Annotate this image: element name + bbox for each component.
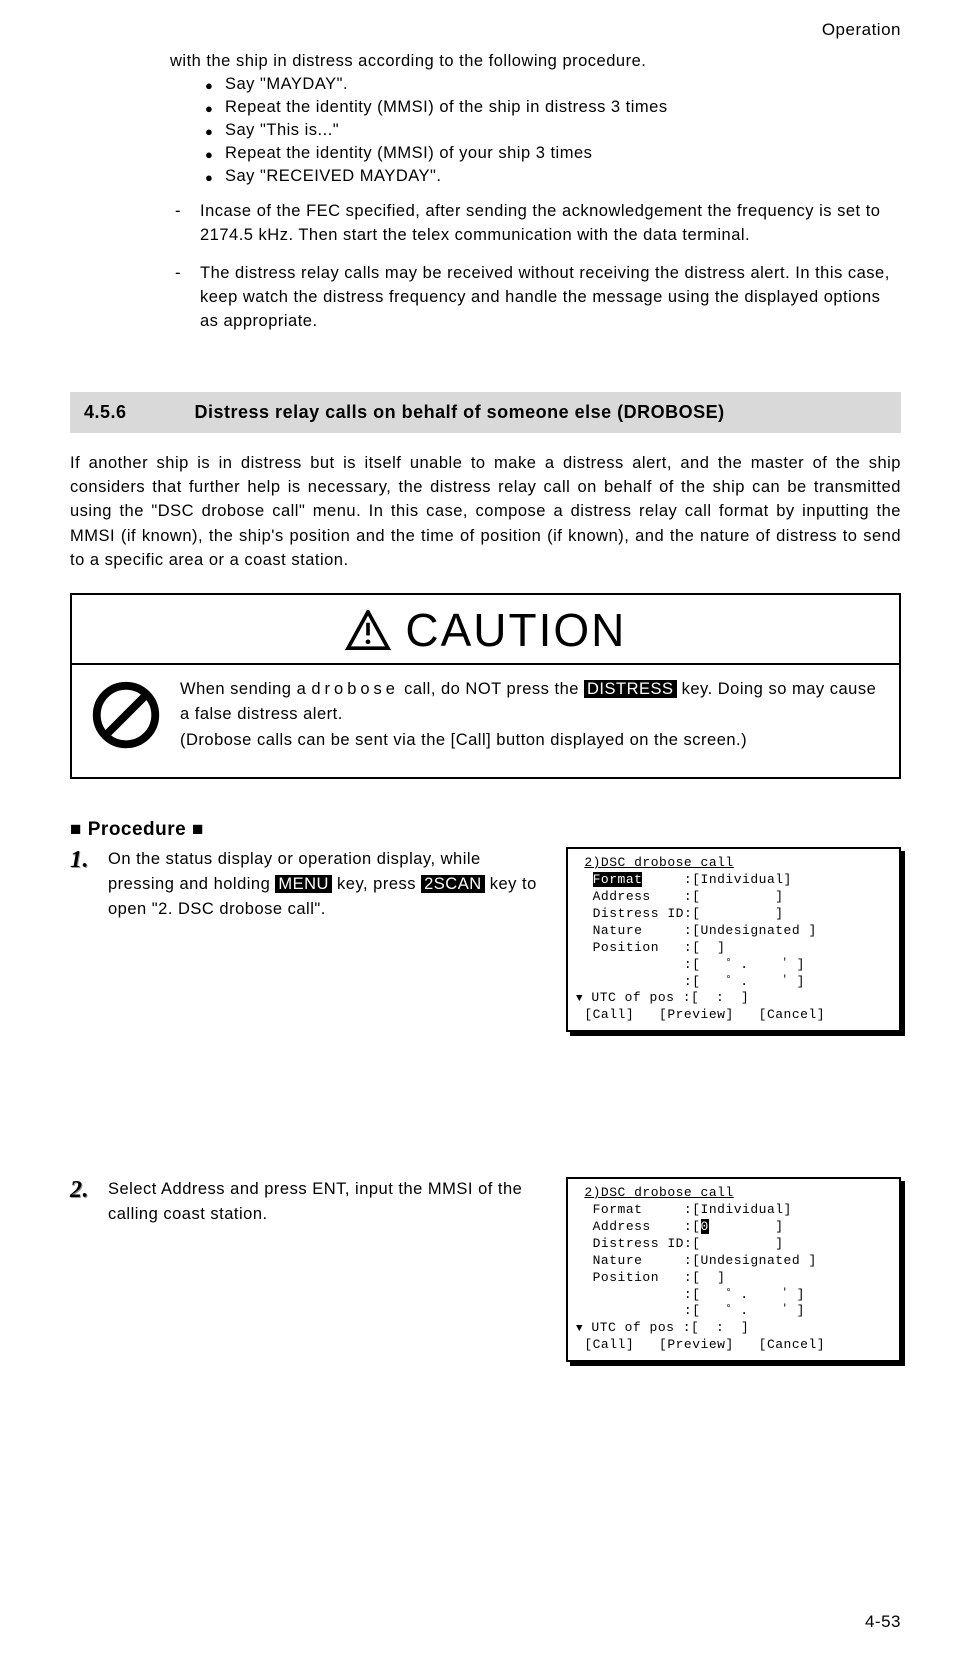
page-header-section: Operation (70, 20, 901, 40)
warning-triangle-icon (345, 604, 406, 656)
page-footer: 4-53 (70, 1612, 901, 1632)
dash-item: The distress relay calls may be received… (170, 262, 901, 334)
bullet-item: Repeat the identity (MMSI) of your ship … (205, 144, 901, 163)
section-title: Distress relay calls on behalf of someon… (195, 402, 725, 422)
bullet-item: Say "This is..." (205, 121, 901, 140)
dash-list: Incase of the FEC specified, after sendi… (170, 200, 901, 334)
caution-header: CAUTION (72, 595, 899, 665)
dash-item: Incase of the FEC specified, after sendi… (170, 200, 901, 248)
caution-box: CAUTION When sending a drobose call, do … (70, 593, 901, 780)
caution-text: When sending a drobose call, do NOT pres… (180, 677, 881, 754)
step-number: 2. (70, 1177, 108, 1204)
mayday-bullet-list: Say "MAYDAY". Repeat the identity (MMSI)… (205, 75, 901, 186)
procedure-heading: ■ Procedure ■ (70, 819, 901, 841)
section-paragraph: If another ship is in distress but is it… (70, 451, 901, 573)
lcd-screen-2: 2)DSC drobose call Format :[Individual] … (566, 1177, 901, 1362)
bullet-item: Say "RECEIVED MAYDAY". (205, 167, 901, 186)
section-number: 4.5.6 (84, 402, 189, 423)
lcd-screen-1: 2)DSC drobose call Format :[Individual] … (566, 847, 901, 1032)
section-heading-bar: 4.5.6 Distress relay calls on behalf of … (70, 392, 901, 433)
step-2-row: 2. Select Address and press ENT, input t… (70, 1177, 901, 1362)
prohibit-icon (90, 679, 162, 751)
step-2-text: Select Address and press ENT, input the … (108, 1177, 566, 1227)
step-number: 1. (70, 847, 108, 874)
caution-label: CAUTION (405, 604, 626, 656)
step-1-text: On the status display or operation displ… (108, 847, 566, 921)
intro-text: with the ship in distress according to t… (170, 52, 901, 71)
bullet-item: Repeat the identity (MMSI) of the ship i… (205, 98, 901, 117)
step-1-row: 1. On the status display or operation di… (70, 847, 901, 1032)
bullet-item: Say "MAYDAY". (205, 75, 901, 94)
